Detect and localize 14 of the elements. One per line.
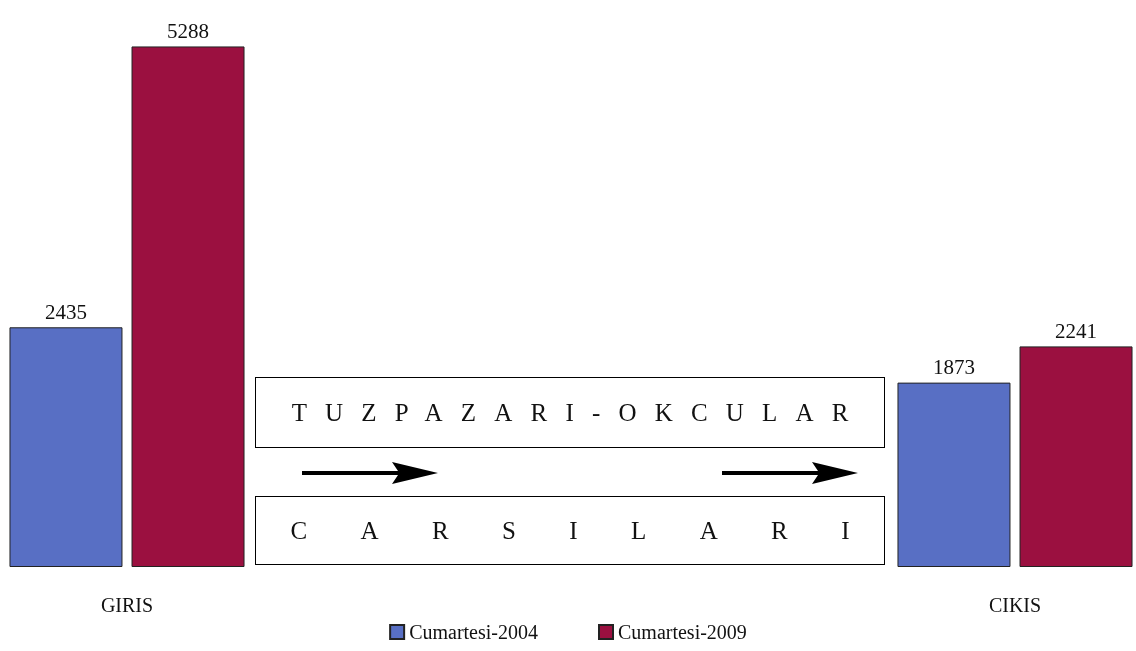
bar	[9, 327, 123, 567]
legend-label: Cumartesi-2009	[618, 621, 747, 643]
data-label: 1873	[932, 355, 975, 380]
data-label: 2241	[1055, 318, 1098, 343]
annotation: CARSILARI	[290, 516, 903, 545]
bar	[1019, 346, 1133, 567]
bar	[897, 382, 1011, 567]
x-tick-label: GIRIS	[100, 594, 154, 616]
annotation: TUZPAZARI-OKCULAR	[291, 398, 867, 427]
bar	[131, 46, 245, 567]
legend-label: Cumartesi-2004	[409, 621, 539, 643]
data-label: 2435	[44, 299, 87, 324]
data-label: 5288	[167, 18, 210, 43]
x-tick-label: CIKIS	[988, 594, 1042, 616]
